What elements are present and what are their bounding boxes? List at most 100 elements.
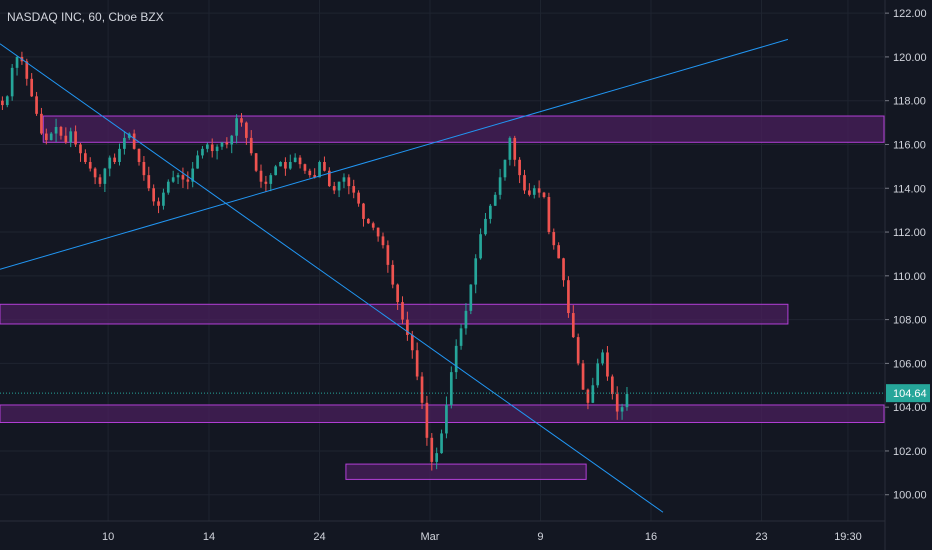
candle-body xyxy=(25,61,29,79)
chart-title: NASDAQ INC, 60, Cboe BZX xyxy=(7,10,164,24)
candle-body xyxy=(293,157,297,162)
candle-body xyxy=(108,157,112,169)
time-tick-label: 24 xyxy=(313,531,325,543)
candle-body xyxy=(332,186,336,191)
candle-body xyxy=(240,118,243,123)
price-tick-label: 104.00 xyxy=(893,402,927,414)
price-zone[interactable] xyxy=(42,115,885,143)
candle-body xyxy=(284,161,287,169)
candle-body xyxy=(259,170,263,182)
candle-body xyxy=(479,234,482,259)
candle-body xyxy=(352,186,356,193)
price-tick-label: 118.00 xyxy=(893,96,926,108)
price-axis[interactable]: 100.00 102.00 104.00 106.00 108.00 110.00 112.… xyxy=(885,8,927,502)
candle-body xyxy=(288,161,292,169)
candle-body xyxy=(571,313,575,338)
candle-body xyxy=(430,437,434,462)
time-axis[interactable]: 10 14 24 Mar 9 16 23 19:30 xyxy=(102,531,862,543)
time-tick-label: 23 xyxy=(755,531,767,543)
candle-body xyxy=(318,161,321,178)
candle-body xyxy=(337,181,341,191)
candle-body xyxy=(547,197,551,233)
candle-body xyxy=(103,168,107,184)
candle-body xyxy=(420,376,424,403)
candle-body xyxy=(59,126,63,136)
candle-body xyxy=(74,131,77,145)
candle-body xyxy=(196,155,199,169)
price-tick-label: 122.00 xyxy=(893,8,927,20)
time-tick-label: 9 xyxy=(537,531,543,543)
candle-body xyxy=(191,168,195,182)
candle-body xyxy=(93,168,97,178)
candle-body xyxy=(15,56,19,68)
candle-body xyxy=(469,284,473,311)
candle-body xyxy=(210,144,214,152)
candle-body xyxy=(269,175,273,184)
candle-body xyxy=(264,181,268,184)
candle-body xyxy=(528,190,531,195)
candle-body xyxy=(274,166,277,176)
candle-body xyxy=(503,159,507,178)
candle-body xyxy=(54,126,58,134)
candle-body xyxy=(313,175,317,178)
candle-body xyxy=(381,236,385,246)
candle-body xyxy=(40,113,43,134)
candle-body xyxy=(323,161,326,171)
price-tick-label: 120.00 xyxy=(893,52,927,64)
candle-body xyxy=(215,146,219,152)
candle-body xyxy=(303,164,307,171)
candle-body xyxy=(610,376,614,395)
candle-body xyxy=(64,135,68,143)
price-zone[interactable] xyxy=(345,463,587,480)
candle-body xyxy=(376,227,380,237)
candles xyxy=(1,51,629,471)
candle-body xyxy=(532,188,536,195)
candle-body xyxy=(576,337,580,364)
candle-body xyxy=(464,310,468,329)
candle-body xyxy=(88,161,92,169)
price-zone[interactable] xyxy=(0,404,885,423)
candle-body xyxy=(298,157,302,165)
candle-body xyxy=(459,328,463,346)
price-tick-label: 108.00 xyxy=(893,315,927,327)
candle-body xyxy=(620,407,624,412)
candle-body xyxy=(367,218,370,224)
candle-body xyxy=(474,258,478,285)
candle-body xyxy=(137,148,141,162)
candle-body xyxy=(596,363,600,386)
candle-body xyxy=(513,137,517,160)
candle-body xyxy=(386,245,390,265)
trendline[interactable] xyxy=(0,43,664,513)
candle-body xyxy=(327,170,331,187)
candle-body xyxy=(567,280,570,314)
candle-body xyxy=(171,177,175,182)
candle-body xyxy=(254,153,258,171)
candle-body xyxy=(449,372,453,405)
candle-body xyxy=(518,159,521,176)
price-tick-label: 110.00 xyxy=(893,271,926,283)
candle-body xyxy=(581,363,585,390)
candle-body xyxy=(308,170,312,176)
candle-body xyxy=(98,177,102,184)
candle-body xyxy=(484,218,487,235)
candle-body xyxy=(625,394,629,408)
candle-body xyxy=(249,137,253,154)
candle-body xyxy=(44,133,48,141)
candle-body xyxy=(435,453,439,462)
candle-body xyxy=(152,188,156,202)
candle-body xyxy=(425,402,429,438)
candle-body xyxy=(235,118,238,136)
candle-body xyxy=(601,352,604,364)
candle-body xyxy=(415,350,419,377)
candle-body xyxy=(440,433,443,454)
candle-body xyxy=(186,179,190,182)
candle-body xyxy=(562,258,565,281)
candle-body xyxy=(30,78,34,97)
trendline[interactable] xyxy=(0,38,789,270)
price-zone[interactable] xyxy=(0,303,789,325)
candle-body xyxy=(123,137,126,149)
candle-body xyxy=(498,177,502,195)
candle-body xyxy=(357,192,360,204)
